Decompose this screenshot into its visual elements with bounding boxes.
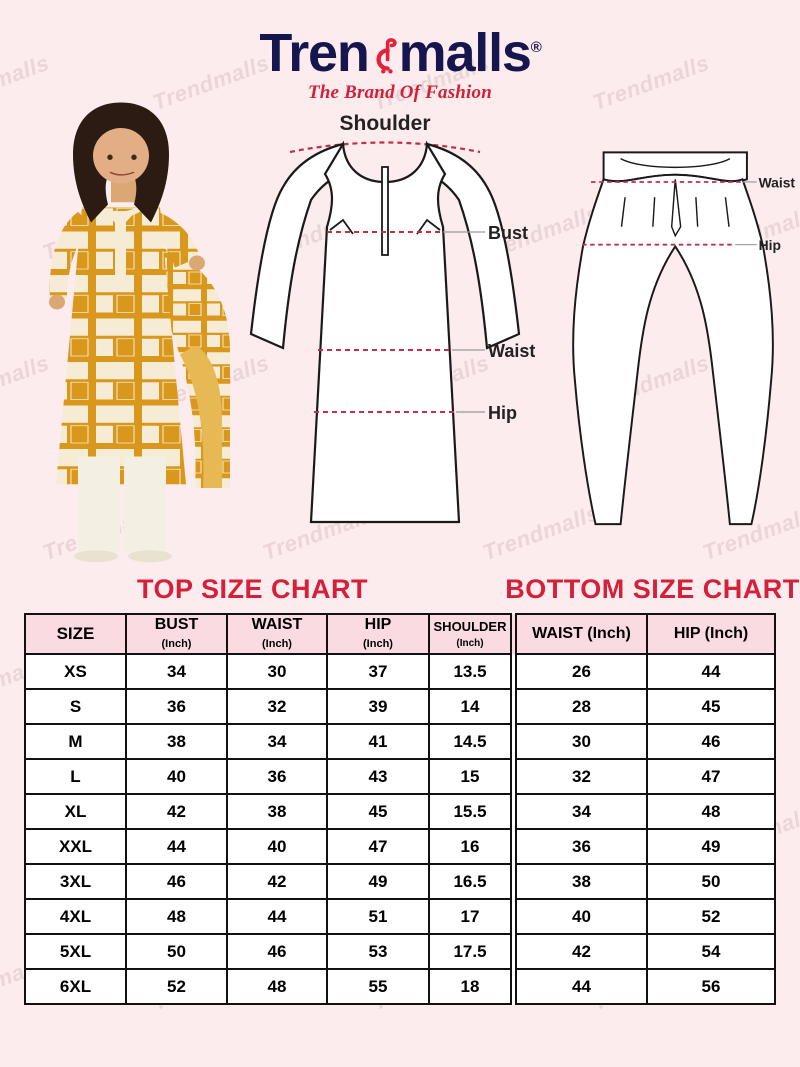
svg-text:Shoulder: Shoulder — [339, 112, 430, 135]
svg-text:Hip: Hip — [759, 237, 781, 253]
svg-text:Waist: Waist — [759, 174, 796, 190]
svg-text:Waist: Waist — [488, 341, 535, 361]
svg-text:Bust: Bust — [488, 223, 528, 243]
svg-text:Hip: Hip — [488, 403, 517, 423]
